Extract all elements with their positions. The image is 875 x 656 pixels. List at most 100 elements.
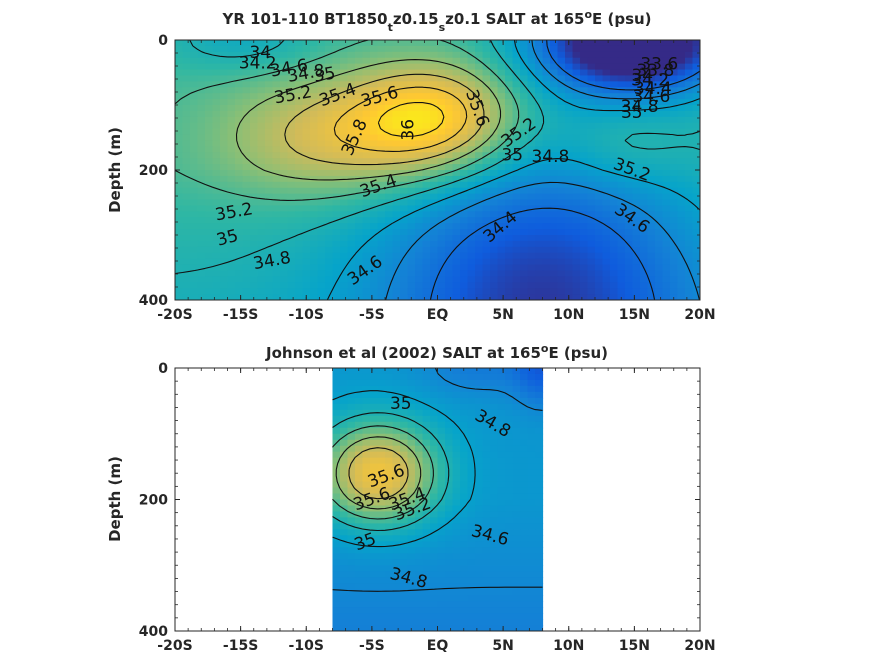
salinity-cell <box>527 511 536 519</box>
salinity-cell <box>587 264 596 272</box>
salinity-cell <box>220 217 229 224</box>
salinity-cell <box>685 288 694 295</box>
salinity-cell <box>445 152 454 159</box>
salinity-cell <box>512 158 521 165</box>
salinity-cell <box>670 57 679 65</box>
salinity-cell <box>400 619 409 626</box>
salinity-cell <box>242 57 251 65</box>
salinity-cell <box>242 81 251 88</box>
contour-label: 34.8 <box>531 147 569 167</box>
salinity-cell <box>175 128 184 136</box>
salinity-cell <box>437 110 446 118</box>
salinity-cell <box>490 385 499 393</box>
salinity-cell <box>640 288 649 295</box>
salinity-cell <box>377 187 386 195</box>
salinity-cell <box>280 270 289 277</box>
salinity-cell <box>625 288 634 295</box>
salinity-cell <box>280 105 289 112</box>
salinity-cell <box>347 252 356 260</box>
salinity-cell <box>415 134 424 142</box>
salinity-cell <box>332 57 341 65</box>
salinity-cell <box>422 258 431 266</box>
salinity-cell <box>647 75 656 82</box>
salinity-cell <box>332 264 341 272</box>
salinity-cell <box>212 63 221 71</box>
salinity-cell <box>542 87 551 94</box>
salinity-cell <box>407 535 416 542</box>
salinity-cell <box>475 252 484 260</box>
salinity-cell <box>512 541 521 548</box>
salinity-cell <box>662 258 671 266</box>
salinity-cell <box>595 199 604 207</box>
salinity-cell <box>452 211 461 218</box>
salinity-cell <box>332 258 341 266</box>
salinity-cell <box>370 187 379 195</box>
salinity-cell <box>422 193 431 201</box>
salinity-cell <box>310 152 319 159</box>
salinity-cell <box>460 583 469 590</box>
salinity-cell <box>370 385 379 393</box>
salinity-cell <box>422 445 431 453</box>
salinity-cell <box>467 205 476 212</box>
salinity-cell <box>317 63 326 71</box>
salinity-cell <box>497 421 506 429</box>
salinity-cell <box>452 445 461 453</box>
salinity-cell <box>535 589 544 596</box>
salinity-cell <box>467 246 476 254</box>
salinity-cell <box>385 577 394 584</box>
salinity-cell <box>542 276 551 283</box>
salinity-cell <box>370 270 379 277</box>
salinity-cell <box>205 81 214 88</box>
salinity-cell <box>565 152 574 159</box>
salinity-cell <box>242 105 251 112</box>
salinity-cell <box>632 158 641 165</box>
salinity-cell <box>295 134 304 142</box>
salinity-cell <box>325 140 334 147</box>
salinity-cell <box>250 116 259 124</box>
salinity-cell <box>482 505 491 513</box>
salinity-cell <box>362 535 371 542</box>
salinity-cell <box>340 469 349 477</box>
salinity-cell <box>550 75 559 82</box>
salinity-cell <box>655 276 664 283</box>
salinity-cell <box>257 110 266 118</box>
salinity-cell <box>355 199 364 207</box>
salinity-cell <box>535 433 544 441</box>
salinity-cell <box>580 99 589 106</box>
salinity-cell <box>415 229 424 236</box>
salinity-cell <box>445 134 454 142</box>
salinity-cell <box>220 246 229 254</box>
salinity-cell <box>302 122 311 130</box>
salinity-cell <box>212 158 221 165</box>
salinity-cell <box>355 385 364 393</box>
salinity-cell <box>482 235 491 242</box>
salinity-cell <box>482 607 491 614</box>
salinity-cell <box>490 264 499 272</box>
salinity-cell <box>662 105 671 112</box>
salinity-cell <box>460 93 469 100</box>
salinity-cell <box>580 51 589 59</box>
salinity-cell <box>377 40 386 47</box>
salinity-cell <box>182 110 191 118</box>
salinity-cell <box>677 229 686 236</box>
salinity-cell <box>272 205 281 212</box>
salinity-cell <box>490 415 499 423</box>
salinity-cell <box>362 75 371 82</box>
salinity-cell <box>362 613 371 620</box>
salinity-cell <box>512 385 521 393</box>
salinity-cell <box>512 475 521 483</box>
salinity-cell <box>670 81 679 88</box>
salinity-cell <box>317 235 326 242</box>
salinity-cell <box>497 235 506 242</box>
salinity-cell <box>482 547 491 554</box>
salinity-cell <box>475 493 484 501</box>
salinity-cell <box>430 583 439 590</box>
salinity-cell <box>212 181 221 189</box>
salinity-cell <box>602 175 611 183</box>
salinity-cell <box>437 69 446 77</box>
salinity-cell <box>317 146 326 153</box>
salinity-cell <box>482 99 491 106</box>
salinity-cell <box>497 553 506 560</box>
salinity-cell <box>437 152 446 159</box>
salinity-cell <box>572 294 581 300</box>
